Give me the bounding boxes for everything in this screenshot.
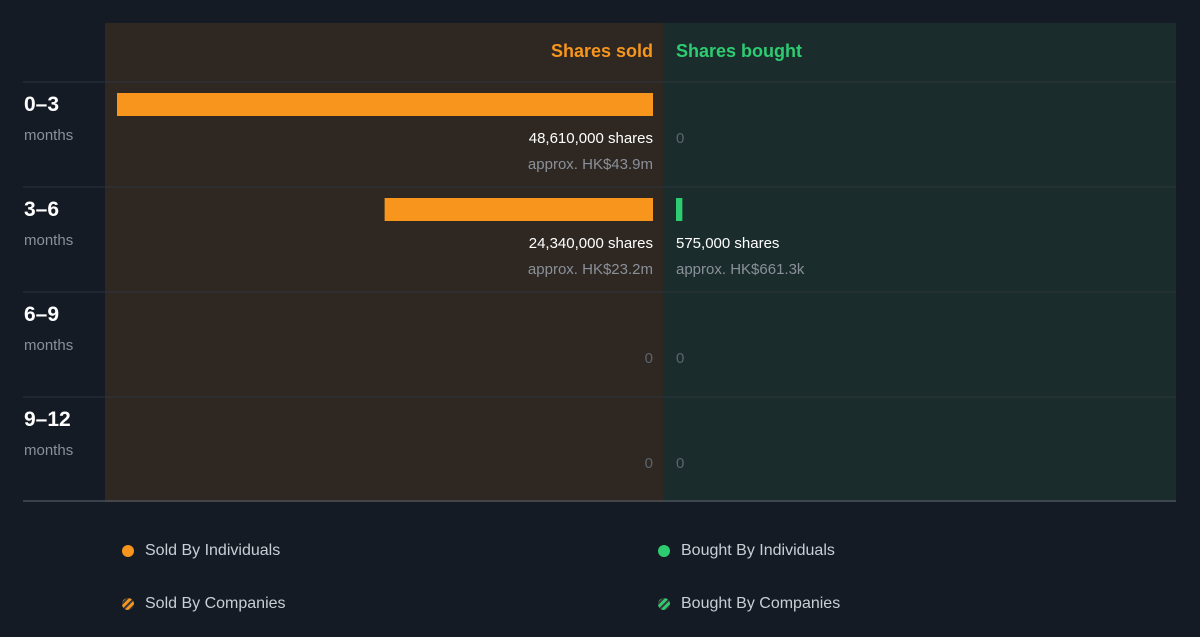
legend-label: Bought By Individuals <box>681 542 835 559</box>
period-unit: months <box>24 127 73 144</box>
sold-shares-label: 48,610,000 shares <box>529 130 653 147</box>
legend-label: Bought By Companies <box>681 595 841 612</box>
legend-item: Sold By Individuals <box>122 542 280 560</box>
period-unit: months <box>24 442 73 459</box>
sold-bar <box>384 198 653 221</box>
striped-dot-icon <box>122 598 134 610</box>
period-unit: months <box>24 232 73 249</box>
period-unit: months <box>24 337 73 354</box>
shares-sold-header: Shares sold <box>551 41 653 61</box>
bought-shares-label: 575,000 shares <box>676 235 779 252</box>
sold-shares-label: 24,340,000 shares <box>529 235 653 252</box>
period-rows: 0–3 months 48,610,000 shares approx. HK$43.… <box>23 81 1176 502</box>
sold-value-label: approx. HK$23.2m <box>528 261 653 278</box>
legend-label: Sold By Individuals <box>145 542 281 559</box>
period-label: 9–12 <box>24 408 71 431</box>
legend-label: Sold By Companies <box>145 595 286 612</box>
bought-zero-label: 0 <box>676 130 684 147</box>
bought-value-label: approx. HK$661.3k <box>676 261 805 278</box>
sold-value-label: approx. HK$43.9m <box>528 156 653 173</box>
chart-legend: Sold By Individuals Bought By Individuals… <box>0 520 1200 637</box>
period-label: 3–6 <box>24 198 59 221</box>
bought-zero-label: 0 <box>676 455 684 472</box>
period-label: 0–3 <box>24 93 59 116</box>
legend-item: Bought By Individuals <box>658 542 835 560</box>
sold-bar <box>117 93 653 116</box>
sold-zero-label: 0 <box>645 350 653 367</box>
insider-trading-chart: Shares sold Shares bought 0–3 months 48,61… <box>23 23 1176 502</box>
shares-bought-header: Shares bought <box>676 41 802 61</box>
period-label: 6–9 <box>24 303 59 326</box>
bought-panel <box>663 23 1176 502</box>
striped-dot-icon <box>658 598 670 610</box>
bought-bar <box>676 198 683 221</box>
legend-item: Bought By Companies <box>658 595 840 613</box>
legend-item: Sold By Companies <box>122 595 286 613</box>
sold-zero-label: 0 <box>645 455 653 472</box>
dot-icon <box>122 545 134 557</box>
dot-icon <box>658 545 670 557</box>
bought-zero-label: 0 <box>676 350 684 367</box>
